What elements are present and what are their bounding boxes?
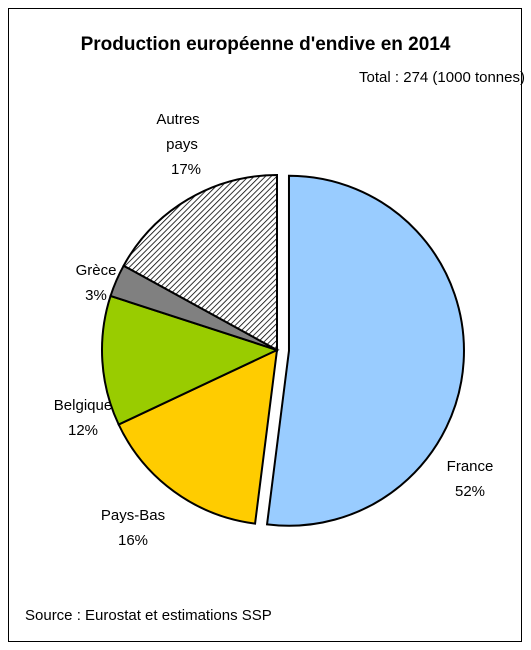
chart-title: Production européenne d'endive en 2014 <box>80 34 451 55</box>
slice-name-autres-pays-line1: Autres <box>156 111 199 128</box>
pie-slice-autres-pays <box>122 173 278 352</box>
slice-value-gr-ce: 3% <box>85 287 107 304</box>
slice-value-autres-pays: 17% <box>171 161 201 178</box>
chart-source: Source : Eurostat et estimations SSP <box>25 607 272 624</box>
slice-name-belgique: Belgique <box>54 397 112 414</box>
slice-value-belgique: 12% <box>68 422 98 439</box>
slice-value-pays-bas: 16% <box>118 532 148 549</box>
slice-name-france: France <box>447 458 494 475</box>
slice-name-gr-ce: Grèce <box>76 262 117 279</box>
slice-name-pays-bas: Pays-Bas <box>101 507 165 524</box>
slice-name-autres-pays-line2: pays <box>166 136 198 153</box>
chart-subtitle: Total : 274 (1000 tonnes) <box>359 69 525 86</box>
slice-value-france: 52% <box>455 483 485 500</box>
pie-slice-france <box>265 174 465 527</box>
pie-slice-belgique <box>101 294 280 426</box>
pie-slice-pays-bas <box>117 348 279 525</box>
